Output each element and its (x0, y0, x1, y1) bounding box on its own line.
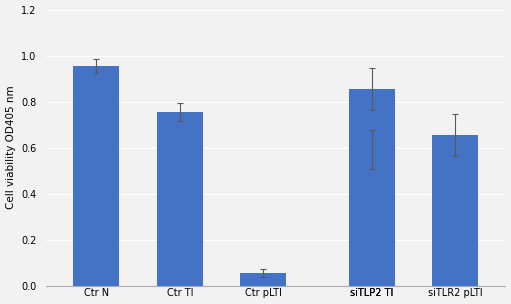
Bar (74, 66, 119, 286)
Bar (349, 89, 395, 286)
Y-axis label: Cell viability OD405 nm: Cell viability OD405 nm (6, 86, 15, 209)
Bar (157, 112, 203, 286)
Bar (240, 273, 286, 286)
Bar (432, 135, 478, 286)
Bar (349, 150, 395, 286)
